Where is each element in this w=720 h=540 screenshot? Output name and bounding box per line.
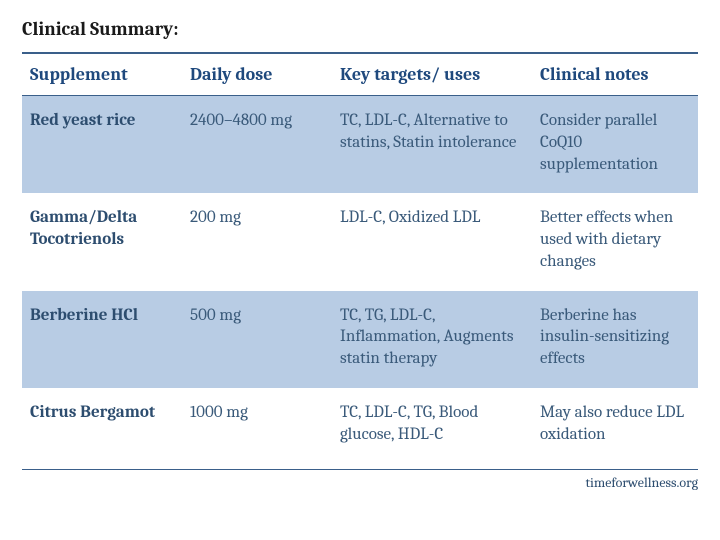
cell-notes: Consider parallel CoQ10 supplementation (532, 96, 698, 194)
table-row: Berberine HCl 500 mg TC, TG, LDL-C, Infl… (22, 291, 698, 388)
col-header-supplement: Supplement (22, 53, 182, 96)
attribution-text: timeforwellness.org (22, 470, 698, 491)
cell-targets: TC, LDL-C, TG, Blood glucose, HDL-C (332, 388, 532, 464)
col-header-dose: Daily dose (182, 53, 332, 96)
cell-notes: May also reduce LDL oxidation (532, 388, 698, 464)
page-title: Clinical Summary: (22, 18, 698, 40)
col-header-targets: Key targets/ uses (332, 53, 532, 96)
cell-supplement: Citrus Bergamot (22, 388, 182, 464)
cell-dose: 500 mg (182, 291, 332, 388)
cell-targets: TC, TG, LDL-C, Inflammation, Augments st… (332, 291, 532, 388)
cell-targets: TC, LDL-C, Alternative to statins, Stati… (332, 96, 532, 194)
cell-targets: LDL-C, Oxidized LDL (332, 193, 532, 290)
cell-supplement: Red yeast rice (22, 96, 182, 194)
cell-supplement: Berberine HCl (22, 291, 182, 388)
cell-dose: 2400–4800 mg (182, 96, 332, 194)
col-header-notes: Clinical notes (532, 53, 698, 96)
cell-notes: Berberine has insulin-sensitizing effect… (532, 291, 698, 388)
cell-supplement: Gamma/Delta Tocotrienols (22, 193, 182, 290)
table-row: Citrus Bergamot 1000 mg TC, LDL-C, TG, B… (22, 388, 698, 464)
table-row: Red yeast rice 2400–4800 mg TC, LDL-C, A… (22, 96, 698, 194)
cell-notes: Better effects when used with dietary ch… (532, 193, 698, 290)
table-header-row: Supplement Daily dose Key targets/ uses … (22, 53, 698, 96)
cell-dose: 200 mg (182, 193, 332, 290)
cell-dose: 1000 mg (182, 388, 332, 464)
clinical-summary-table: Supplement Daily dose Key targets/ uses … (22, 52, 698, 463)
table-row: Gamma/Delta Tocotrienols 200 mg LDL-C, O… (22, 193, 698, 290)
